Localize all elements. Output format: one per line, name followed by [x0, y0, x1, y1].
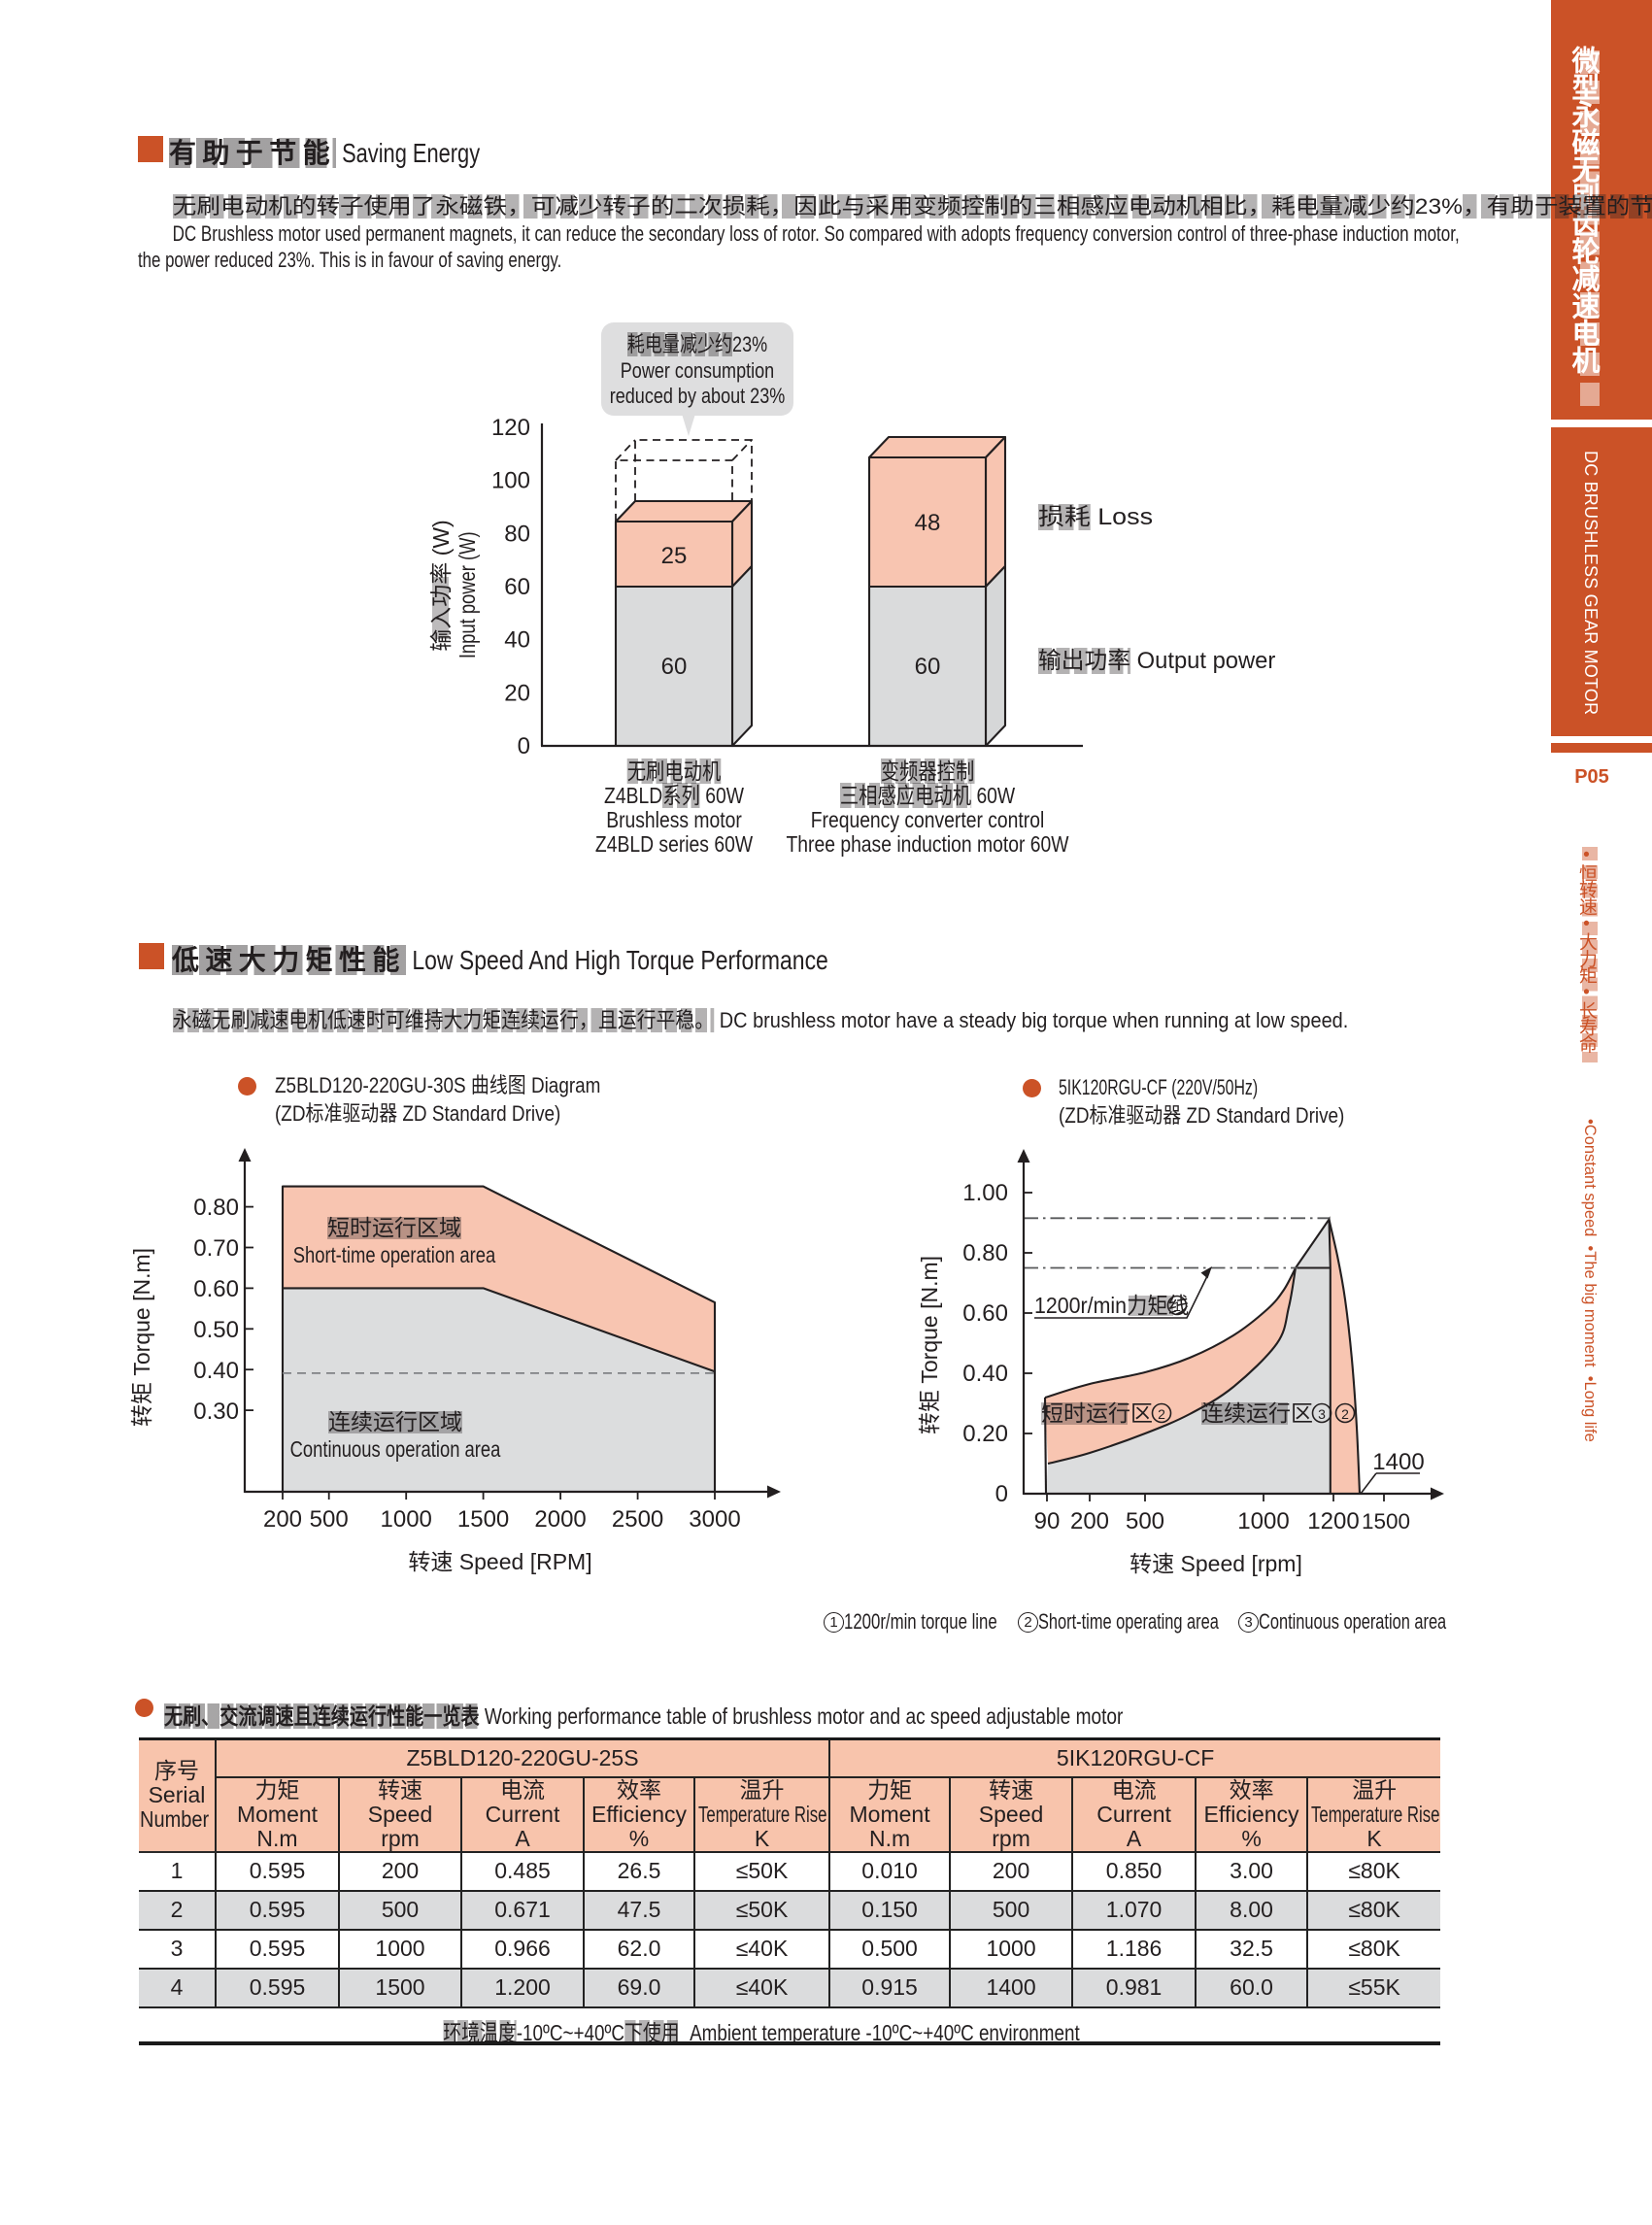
svg-text:1500: 1500	[457, 1506, 509, 1533]
svg-text:转速 Speed [rpm]: 转速 Speed [rpm]	[1129, 1551, 1302, 1576]
svg-text:1200: 1200	[1307, 1508, 1359, 1534]
svg-text:60: 60	[504, 574, 530, 600]
svg-text:0: 0	[518, 733, 530, 759]
svg-text:2: 2	[1341, 1406, 1349, 1422]
svg-text:500: 500	[1126, 1508, 1164, 1534]
svg-text:48: 48	[915, 510, 941, 536]
svg-text:80: 80	[504, 521, 530, 547]
svg-text:2500: 2500	[612, 1506, 663, 1533]
svg-text:100: 100	[491, 468, 530, 494]
svg-text:2000: 2000	[534, 1506, 586, 1533]
svg-text:120: 120	[491, 415, 530, 441]
svg-text:3: 3	[1318, 1406, 1326, 1422]
svg-text:60: 60	[915, 654, 941, 680]
svg-text:200: 200	[263, 1506, 302, 1533]
svg-text:0.70: 0.70	[193, 1235, 239, 1262]
svg-text:转矩 Torque [N.m]: 转矩 Torque [N.m]	[917, 1256, 942, 1434]
svg-text:0.60: 0.60	[193, 1276, 239, 1302]
svg-text:Input power (W): Input power (W)	[455, 531, 480, 658]
svg-text:0: 0	[995, 1481, 1008, 1507]
svg-text:1.00: 1.00	[962, 1180, 1008, 1206]
svg-text:1: 1	[1173, 1298, 1181, 1314]
svg-text:连续运行区域: 连续运行区域	[328, 1409, 462, 1434]
svg-text:0.30: 0.30	[193, 1399, 239, 1425]
svg-text:1000: 1000	[1237, 1508, 1289, 1534]
svg-text:200: 200	[1070, 1508, 1109, 1534]
svg-text:Short-time operation area: Short-time operation area	[293, 1243, 496, 1267]
svg-text:0.40: 0.40	[193, 1358, 239, 1384]
svg-text:0.20: 0.20	[962, 1421, 1008, 1447]
svg-text:90: 90	[1034, 1508, 1061, 1534]
svg-text:1500: 1500	[1362, 1509, 1410, 1534]
svg-text:转矩 Torque [N.m]: 转矩 Torque [N.m]	[129, 1248, 154, 1427]
svg-text:2: 2	[1158, 1406, 1165, 1422]
svg-text:0.40: 0.40	[962, 1361, 1008, 1387]
svg-text:输入功率 (W): 输入功率 (W)	[428, 520, 454, 651]
svg-text:40: 40	[504, 627, 530, 654]
svg-text:连续运行区: 连续运行区	[1201, 1400, 1313, 1426]
svg-text:Continuous operation area: Continuous operation area	[290, 1437, 501, 1462]
svg-text:1200r/min力矩线: 1200r/min力矩线	[1034, 1293, 1189, 1318]
svg-text:短时运行区: 短时运行区	[1041, 1400, 1153, 1426]
svg-text:3000: 3000	[689, 1506, 740, 1533]
svg-text:0.60: 0.60	[962, 1300, 1008, 1327]
svg-text:0.80: 0.80	[962, 1240, 1008, 1266]
svg-text:1400: 1400	[1372, 1449, 1424, 1475]
svg-text:1000: 1000	[381, 1506, 432, 1533]
svg-text:转速 Speed [RPM]: 转速 Speed [RPM]	[408, 1549, 591, 1574]
svg-text:60: 60	[661, 654, 688, 680]
svg-text:0.50: 0.50	[193, 1317, 239, 1343]
svg-text:20: 20	[504, 680, 530, 706]
svg-text:短时运行区域: 短时运行区域	[327, 1215, 461, 1240]
svg-text:0.80: 0.80	[193, 1195, 239, 1221]
svg-text:500: 500	[310, 1506, 349, 1533]
svg-text:25: 25	[661, 543, 688, 569]
